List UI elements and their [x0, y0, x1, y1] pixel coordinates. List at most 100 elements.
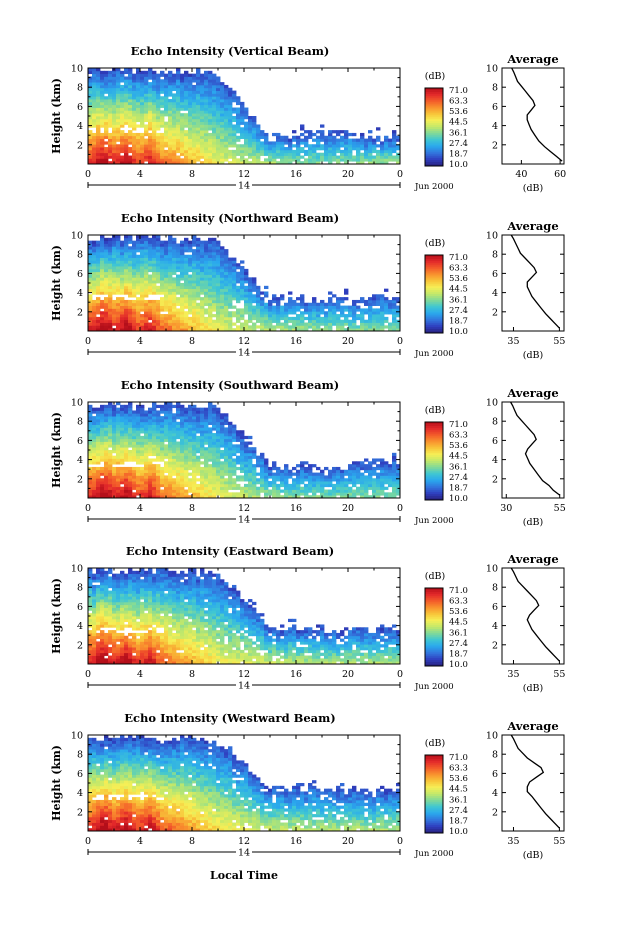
heatmap-cell [316, 158, 321, 162]
heatmap-cell [352, 299, 357, 304]
heatmap-cell [216, 299, 221, 304]
heatmap-cell [188, 466, 193, 471]
heatmap-cell [368, 152, 373, 156]
heatmap-cell [140, 319, 145, 323]
heatmap-cell [200, 447, 205, 451]
heatmap-cell [168, 455, 173, 459]
heatmap-cell [136, 70, 141, 75]
heatmap-cell [196, 438, 201, 442]
heatmap-cell [108, 483, 113, 488]
heatmap-cell [92, 455, 97, 459]
heatmap-cell [192, 489, 197, 493]
heatmap-cell [140, 407, 145, 411]
heatmap-cell [312, 155, 317, 159]
heatmap-cell [140, 254, 145, 258]
heatmap-cell [96, 161, 101, 165]
heatmap-cell [124, 155, 129, 159]
heatmap-cell [208, 450, 213, 454]
heatmap-cell [136, 268, 141, 273]
heatmap-cell [356, 144, 361, 148]
heatmap-cell [216, 90, 221, 94]
heatmap-cell [108, 87, 113, 91]
heatmap-cell [216, 99, 221, 103]
heatmap-cell [168, 495, 173, 499]
heatmap-cell [248, 319, 253, 323]
heatmap-cell [100, 251, 105, 256]
heatmap-cell [252, 285, 257, 290]
heatmap-cell [200, 486, 205, 490]
heatmap-cell [144, 127, 149, 131]
heatmap-cell [232, 469, 237, 473]
heatmap-cell [200, 421, 205, 425]
heatmap-cell [256, 314, 261, 318]
heatmap-cell [92, 82, 97, 86]
heatmap-cell [196, 291, 201, 295]
heatmap-cell [200, 107, 205, 111]
heatmap-cell [116, 492, 121, 496]
heatmap-cell [96, 82, 101, 86]
heatmap-cell [144, 274, 149, 278]
heatmap-cell [132, 268, 137, 273]
heatmap-cell [108, 469, 113, 473]
heatmap-cell [96, 90, 101, 94]
heatmap-cell [332, 302, 337, 306]
heatmap-cell [108, 152, 113, 156]
heatmap-cell [188, 266, 193, 270]
heatmap-cell [252, 283, 257, 287]
heatmap-cell [136, 277, 141, 281]
heatmap-cell [108, 402, 113, 406]
heatmap-cell [296, 147, 301, 151]
heatmap-cell [340, 158, 345, 162]
heatmap-cell [116, 271, 121, 275]
heatmap-cell [312, 472, 317, 476]
heatmap-cell [204, 481, 209, 485]
heatmap-cell [216, 316, 221, 321]
heatmap-cell [356, 466, 361, 471]
heatmap-cell [228, 452, 233, 457]
heatmap-cell [200, 305, 205, 309]
heatmap-cell [144, 328, 149, 332]
colorbar-swatch [425, 142, 443, 145]
colorbar-swatch [425, 295, 443, 299]
heatmap-cell [324, 138, 329, 142]
heatmap-cell [96, 141, 101, 145]
heatmap-cell [200, 243, 205, 247]
heatmap-cell [148, 127, 153, 131]
heatmap-cell [332, 149, 337, 154]
heatmap-cell [240, 271, 245, 275]
heatmap-cell [200, 147, 205, 151]
heatmap-cell [232, 452, 237, 457]
heatmap-cell [208, 249, 213, 253]
heatmap-cell [284, 158, 289, 162]
heatmap-cell [236, 308, 241, 312]
heatmap-cell [96, 243, 101, 247]
heatmap-cell [136, 311, 141, 315]
heatmap-cell [156, 263, 161, 267]
heatmap-cell [160, 435, 165, 440]
heatmap-cell [132, 141, 137, 145]
heatmap-cell [196, 90, 201, 94]
heatmap-cell [188, 455, 193, 459]
heatmap-cell [216, 82, 221, 86]
heatmap-cell [152, 486, 157, 490]
heatmap-cell [232, 297, 237, 301]
heatmap-cell [272, 495, 277, 499]
heatmap-cell [324, 158, 329, 162]
heatmap-cell [128, 483, 133, 488]
heatmap-cell [316, 495, 321, 499]
heatmap-cell [152, 314, 157, 318]
heatmap-cell [264, 458, 269, 462]
heatmap-cell [168, 271, 173, 275]
heatmap-cell [300, 486, 305, 490]
heatmap-cell [144, 138, 149, 142]
heatmap-cell [204, 416, 209, 420]
heatmap-cell [220, 101, 225, 106]
heatmap-cell [324, 325, 329, 329]
heatmap-cell [168, 130, 173, 134]
heatmap-cell [392, 328, 397, 332]
heatmap-cell [240, 297, 245, 301]
heatmap-cell [228, 447, 233, 451]
heatmap-cell [164, 260, 169, 264]
heatmap-cell [156, 314, 161, 318]
heatmap-cell [124, 271, 129, 275]
